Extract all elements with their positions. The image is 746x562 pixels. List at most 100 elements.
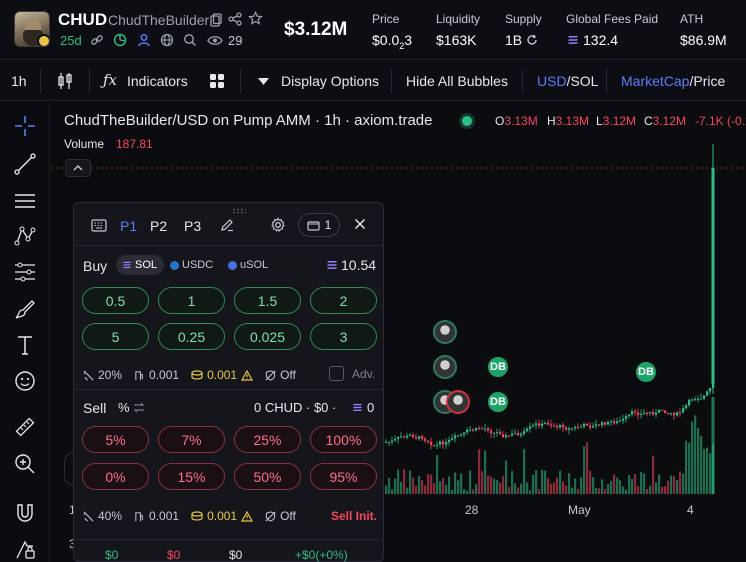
pattern-icon[interactable] [12,223,38,249]
volume-bar [682,473,685,494]
magnet-icon[interactable] [12,500,38,526]
volume-bar [535,470,538,494]
advanced-checkbox[interactable] [329,366,344,381]
copy-icon[interactable] [210,13,222,27]
fees-value: 132.4 [583,32,619,48]
sell-percent-button[interactable]: 50% [234,463,301,490]
candle [562,424,565,428]
dev-buy-bubble[interactable]: DB [634,360,658,384]
text-tool-icon[interactable] [12,332,38,358]
user-icon[interactable] [137,33,151,47]
sell-init-button[interactable]: Sell Init. [331,509,378,523]
emoji-icon[interactable] [12,368,38,394]
candle [586,423,589,426]
candle [592,425,595,428]
fib-icon[interactable] [12,259,38,285]
candle [535,423,538,426]
currency-usol-pill[interactable]: uSOL [228,255,268,275]
preset-tab-p2[interactable]: P2 [150,218,168,234]
sell-percent-button[interactable]: 100% [310,426,377,453]
buy-amount-button[interactable]: 5 [82,323,149,350]
volume-bar [484,450,487,494]
star-icon[interactable] [248,11,263,26]
preset-tab-p1[interactable]: P1 [120,218,138,234]
indicators-button[interactable]: Indicators [127,73,188,89]
mcap-price-toggle[interactable]: MarketCap/Price [621,73,726,89]
volume-bar [583,446,586,494]
buy-amount-button[interactable]: 0.5 [82,287,149,314]
link-icon[interactable] [90,33,104,47]
candles-icon[interactable] [57,72,73,90]
pair-toggle[interactable]: USD/SOL [537,73,599,89]
display-options-button[interactable]: Display Options [281,73,380,89]
sell-percent-button[interactable]: 7% [158,426,225,453]
candle [711,168,715,384]
candle [478,427,481,429]
candle [655,412,658,415]
collapse-legend-button[interactable] [65,159,91,177]
volume-bar [637,485,640,494]
candle [430,442,433,445]
candle [490,430,493,434]
hide-bubbles-button[interactable]: Hide All Bubbles [406,73,508,89]
interval-button[interactable]: 1h [11,73,27,89]
ohlc-change: -7.1K (-0.23%) [695,114,746,128]
refresh-icon[interactable] [526,34,538,46]
volume-bar [571,487,574,494]
layout-grid-icon[interactable] [209,73,225,89]
caret-down-icon[interactable] [258,78,269,85]
lock-drawings-icon[interactable] [12,536,38,562]
wallets-selector[interactable]: 1 [298,213,340,237]
edit-pencil-icon[interactable] [220,218,234,232]
x-axis-label: 28 [465,503,479,517]
volume-bar [550,483,553,494]
volume-bar [706,447,709,494]
dev-buy-bubble[interactable]: DB [486,390,510,414]
chart-canvas[interactable] [51,102,746,562]
buy-amount-button[interactable]: 1.5 [234,287,301,314]
trader-bubble[interactable] [433,355,457,379]
volume-bar [493,478,496,494]
currency-sol-pill[interactable]: SOL [116,255,164,275]
keyboard-icon[interactable] [91,219,107,232]
token-avatar[interactable] [14,11,50,47]
swap-arrows-icon[interactable] [133,402,145,413]
sell-percent-button[interactable]: 25% [234,426,301,453]
search-icon[interactable] [183,33,197,47]
volume-bar [616,477,619,494]
sell-percent-button[interactable]: 5% [82,426,149,453]
dev-buy-bubble[interactable]: DB [486,355,510,379]
settings-gear-icon[interactable] [270,217,286,233]
ruler-icon[interactable] [12,414,38,440]
sell-percent-button[interactable]: 0% [82,463,149,490]
pie-icon[interactable] [113,33,127,47]
volume-bar [598,488,601,494]
currency-usdc-pill[interactable]: USDC [170,255,213,275]
globe-icon[interactable] [160,33,174,47]
trader-bubble[interactable] [433,320,457,344]
buy-amount-button[interactable]: 0.025 [234,323,301,350]
drag-handle-icon[interactable] [232,208,246,214]
brush-icon[interactable] [12,296,38,322]
sell-percent-button[interactable]: 15% [158,463,225,490]
buy-amount-button[interactable]: 0.25 [158,323,225,350]
close-icon[interactable] [354,218,366,230]
fx-icon[interactable]: ƒx [103,71,118,89]
trader-bubble-sell[interactable] [446,390,470,414]
volume-bar [475,484,478,494]
trend-line-icon[interactable] [12,151,38,177]
price-chart[interactable]: ChudTheBuilder/USD on Pump AMM · 1h · ax… [51,102,746,562]
zoom-in-icon[interactable] [12,451,38,477]
buy-amount-button[interactable]: 3 [310,323,377,350]
crosshair-icon[interactable] [12,113,38,139]
buy-settings-row[interactable]: 20% 0.001 0.001 Off [83,368,296,382]
share-icon[interactable] [228,12,242,26]
sell-unit-toggle[interactable]: % [118,400,130,415]
sell-percent-button[interactable]: 95% [310,463,377,490]
buy-amount-button[interactable]: 1 [158,287,225,314]
sell-settings-row[interactable]: 40% 0.001 0.001 Off [83,509,296,523]
preset-tab-p3[interactable]: P3 [184,218,202,234]
buy-amount-button[interactable]: 2 [310,287,377,314]
live-dot-icon [462,116,472,126]
horizontal-lines-icon[interactable] [12,188,38,214]
